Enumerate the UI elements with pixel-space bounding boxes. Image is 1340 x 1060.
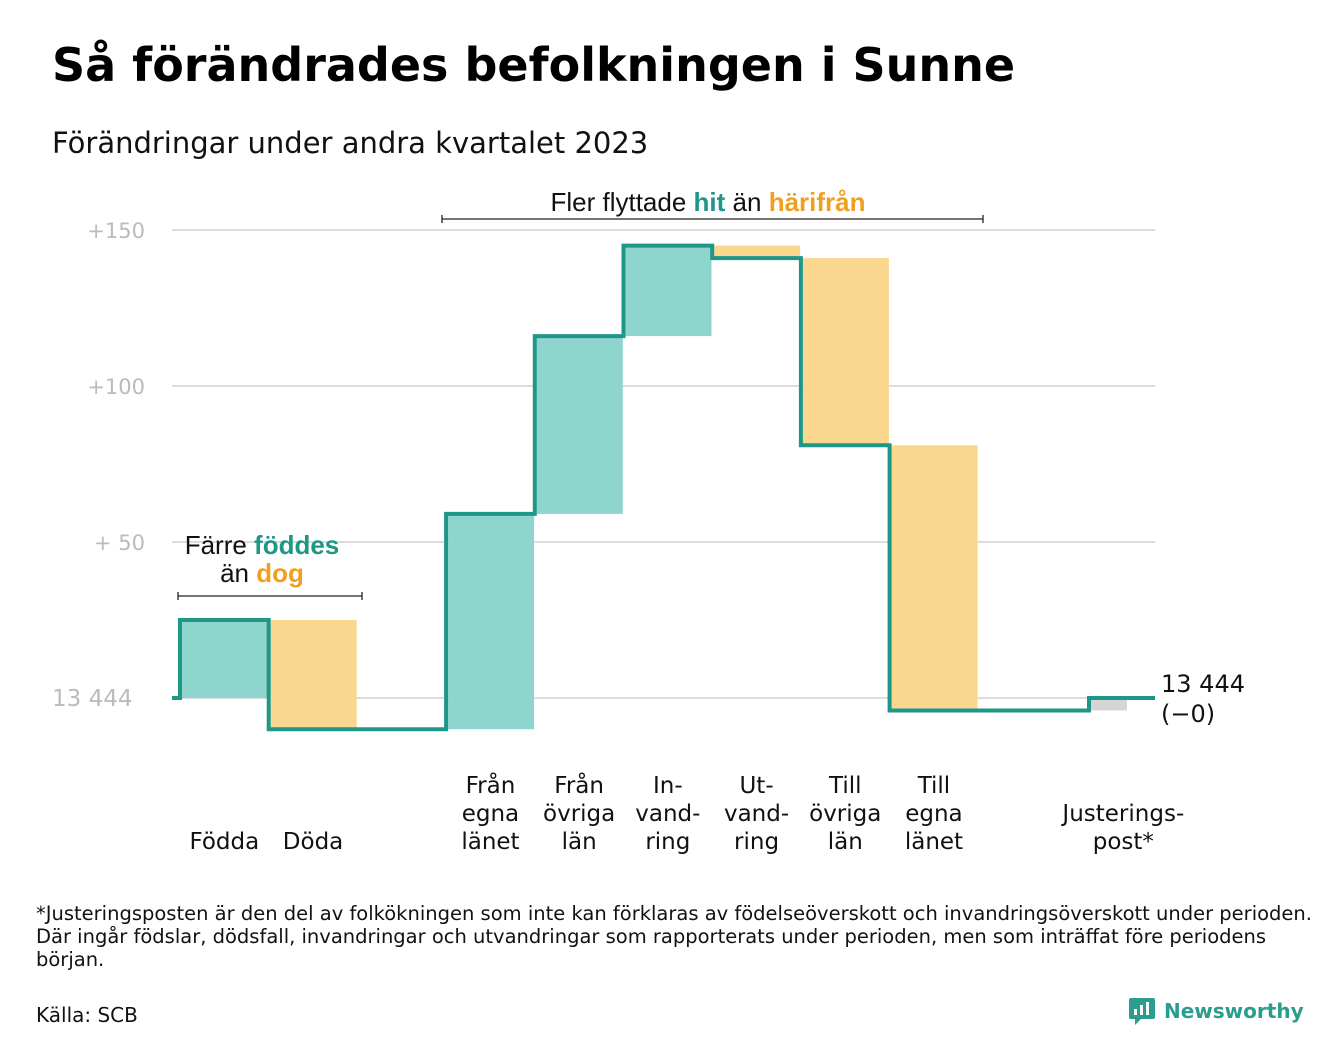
y-tick-label: + 50 [94, 531, 145, 555]
category-label: Justerings-post* [1060, 801, 1184, 855]
annotation-text-part: Fler flyttade [550, 187, 693, 217]
annotation: Fler flyttade hit än härifrån [441, 187, 984, 223]
bar-outflow [270, 620, 357, 730]
category-label: Från egna länet [461, 771, 519, 855]
category-label-line: Från [466, 771, 516, 799]
category-label-line: egna [905, 801, 962, 827]
category-label: Till egna länet [905, 773, 963, 855]
bar-adjustment [1089, 698, 1127, 711]
end-value-label: 13 444(−0) [1161, 670, 1245, 728]
category-label-line: Till [828, 773, 862, 799]
annotation-text-part: Färre [185, 530, 254, 560]
y-tick-label: 13 444 [52, 686, 132, 712]
bar-outflow [891, 445, 978, 711]
newsworthy-logo-icon [1129, 998, 1155, 1025]
category-label-line: övriga [809, 801, 881, 827]
bar-inflow [625, 245, 712, 337]
chart-title: Så förändrades befolkningen i Sunne [52, 38, 1016, 92]
brand-logo: Newsworthy [1128, 996, 1304, 1026]
category-label-line: Födda [189, 829, 259, 855]
category-label-line: ring [645, 829, 690, 855]
annotation-text-part: hit [694, 187, 726, 217]
y-tick-label: +100 [87, 375, 145, 399]
category-label: In-vand-ring [635, 773, 700, 855]
category-label: Döda [283, 829, 343, 855]
category-label-line: övriga [543, 801, 615, 827]
category-label-line: Justerings- [1060, 801, 1184, 827]
bar-outflow [714, 245, 801, 259]
annotation-text-part: härifrån [769, 187, 866, 217]
category-label: Från övriga län [543, 771, 615, 855]
category-label: Ut-vand-ring [724, 773, 789, 855]
category-label-line: län [828, 829, 863, 855]
bar-outflow [802, 258, 889, 446]
category-label-line: Till [917, 773, 951, 799]
end-label-line: (−0) [1161, 700, 1215, 728]
annotation-text-part: än [725, 187, 768, 217]
y-tick-labels: +150 +100 + 50 13 444 [52, 219, 145, 712]
bar-inflow [536, 336, 623, 514]
brand-name: Newsworthy [1164, 999, 1304, 1023]
bar-inflow [448, 513, 535, 730]
annotation-text: Fler flyttade hit än härifrån [550, 187, 865, 217]
category-label-line: länet [461, 829, 519, 855]
category-label: Till övriga län [809, 773, 881, 855]
annotation-text-line: än dog [220, 558, 304, 588]
category-label-line: vand- [724, 801, 789, 827]
category-label-line: post* [1093, 829, 1154, 855]
annotation-text-line: Färre föddes [185, 530, 340, 560]
category-label: Födda [189, 829, 259, 855]
category-label-line: län [562, 829, 597, 855]
category-label-line: Från [554, 771, 604, 799]
annotation-text-part: föddes [254, 530, 339, 560]
category-label-line: In- [653, 773, 683, 799]
source-label: Källa: SCB [36, 1003, 138, 1027]
end-label-line: 13 444 [1161, 670, 1245, 698]
annotation-text-part: dog [256, 558, 304, 588]
bar-inflow [182, 620, 268, 698]
category-label-line: Ut- [739, 773, 773, 799]
category-label-line: länet [905, 829, 963, 855]
y-tick-label: +150 [87, 219, 145, 243]
category-label-line: ring [734, 829, 779, 855]
chart-subtitle: Förändringar under andra kvartalet 2023 [52, 126, 649, 160]
running-total-line [172, 243, 1155, 732]
bars [182, 245, 1127, 730]
annotation-text-part: än [220, 558, 256, 588]
footnote: *Justeringsposten är den del av folkökni… [36, 902, 1312, 971]
category-label-line: Döda [283, 829, 343, 855]
category-label-line: egna [462, 801, 519, 827]
category-label-line: vand- [635, 801, 700, 827]
